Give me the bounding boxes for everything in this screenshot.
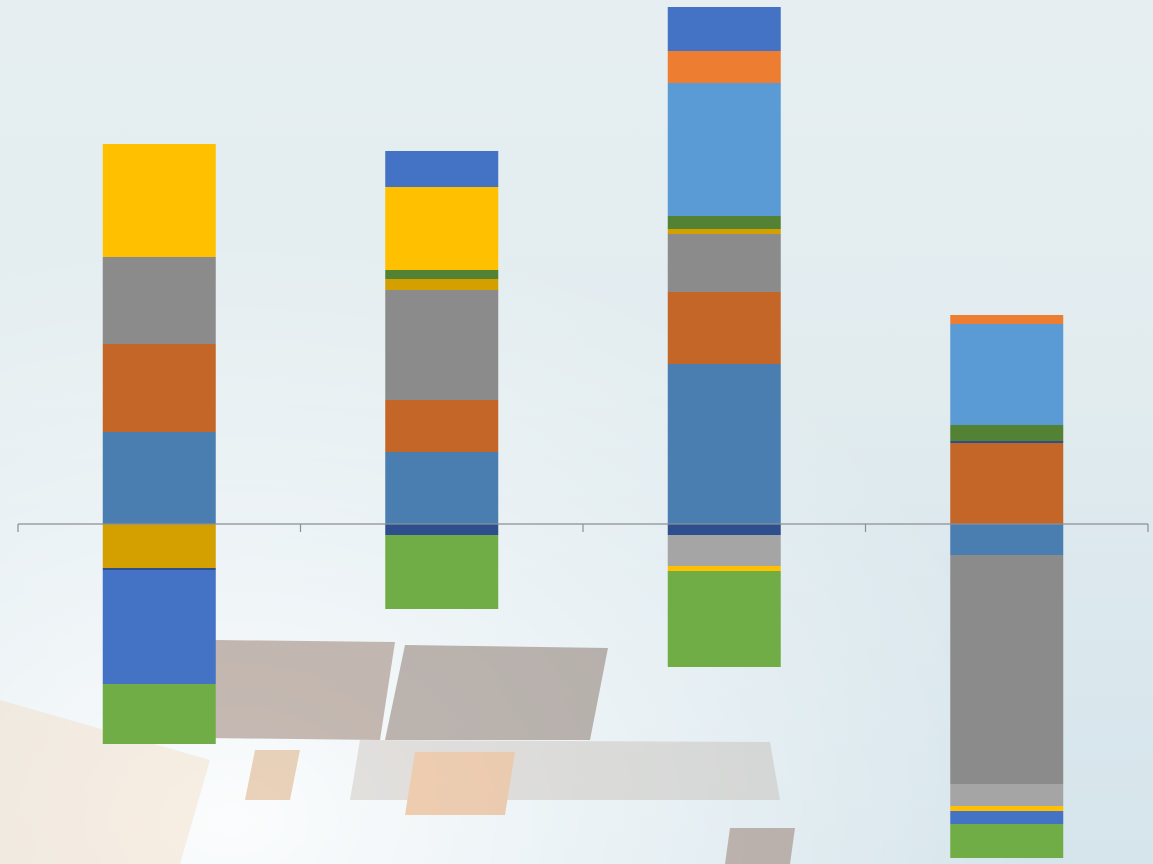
bar-segment-negative-1-3	[102, 570, 216, 684]
bar-segment-negative-3-1	[667, 524, 781, 535]
bar-segment-positive-1-4	[102, 144, 216, 257]
bar-segment-positive-3-3	[667, 234, 781, 292]
bar-segment-positive-4-5	[950, 315, 1064, 324]
bar-segment-positive-2-2	[385, 400, 499, 452]
bar-segment-negative-3-4	[667, 571, 781, 667]
bar-segment-negative-2-2	[385, 535, 499, 609]
x-axis	[17, 523, 1149, 532]
bar-segment-positive-4-2	[950, 441, 1064, 443]
bar-segment-positive-3-4	[667, 229, 781, 234]
bar-segment-positive-2-7	[385, 151, 499, 187]
bar-segment-positive-3-6	[667, 83, 781, 216]
bar-segment-negative-4-3	[950, 784, 1064, 806]
bar-segment-positive-1-2	[102, 344, 216, 432]
bar-segment-positive-1-3	[102, 257, 216, 344]
bar-stack-3	[667, 7, 781, 667]
bar-segment-negative-1-4	[102, 684, 216, 744]
bar-segment-positive-3-8	[667, 7, 781, 51]
bar-segment-negative-2-1	[385, 524, 499, 535]
bar-segment-positive-1-1	[102, 432, 216, 524]
bar-segment-negative-1-2	[102, 568, 216, 570]
bar-segment-positive-3-1	[667, 364, 781, 524]
bar-segment-negative-4-6	[950, 824, 1064, 858]
bar-segment-positive-2-1	[385, 452, 499, 524]
bar-segment-negative-3-2	[667, 535, 781, 566]
bar-segment-negative-4-2	[950, 555, 1064, 784]
bar-segment-positive-4-4	[950, 324, 1064, 425]
bar-segment-negative-4-4	[950, 806, 1064, 811]
bar-segment-negative-4-5	[950, 811, 1064, 824]
bar-stack-1	[102, 144, 216, 744]
bar-segment-positive-4-3	[950, 425, 1064, 441]
bar-segment-positive-3-5	[667, 216, 781, 229]
bar-segment-positive-2-6	[385, 187, 499, 270]
bar-segment-positive-3-7	[667, 51, 781, 83]
bar-layer	[102, 7, 1064, 858]
bar-segment-positive-4-1	[950, 443, 1064, 524]
bar-segment-positive-2-3	[385, 290, 499, 400]
bar-segment-positive-3-2	[667, 292, 781, 364]
bar-segment-negative-3-3	[667, 566, 781, 571]
bar-segment-negative-1-1	[102, 524, 216, 568]
bar-segment-positive-2-5	[385, 270, 499, 279]
bar-segment-negative-4-1	[950, 524, 1064, 555]
bar-stack-4	[950, 315, 1064, 858]
bar-segment-positive-2-4	[385, 279, 499, 290]
bar-stack-2	[385, 151, 499, 609]
